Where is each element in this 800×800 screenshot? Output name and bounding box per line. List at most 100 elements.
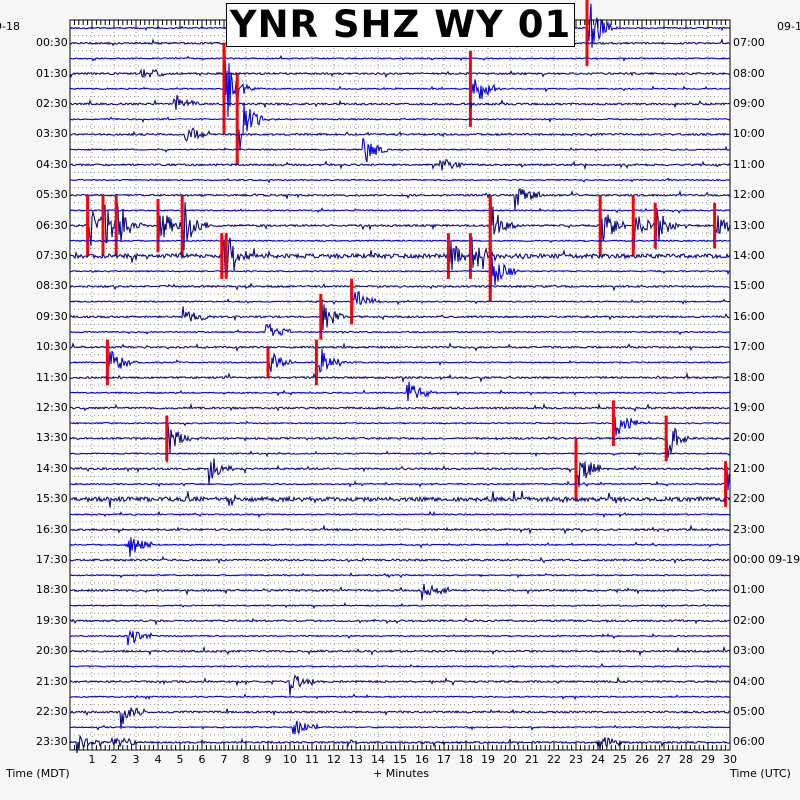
seismic-trace bbox=[69, 693, 731, 701]
x-tick-label: 11 bbox=[305, 753, 319, 766]
clipped-signal bbox=[713, 202, 717, 249]
seismic-trace bbox=[69, 458, 731, 495]
clipped-signal bbox=[266, 347, 270, 378]
x-tick-label: 4 bbox=[154, 753, 162, 766]
x-tick-label: 1 bbox=[88, 753, 96, 766]
time-label-left: 01:30 bbox=[36, 66, 68, 80]
time-label-left: 04:30 bbox=[36, 157, 68, 171]
seismic-trace bbox=[70, 54, 731, 62]
time-label-right: 19:00 bbox=[733, 401, 765, 414]
x-tick-label: 13 bbox=[349, 753, 363, 766]
time-label-right: 15:00 bbox=[733, 279, 765, 293]
x-tick-label: 9 bbox=[264, 753, 272, 766]
seismic-trace bbox=[69, 423, 730, 463]
x-label: + Minutes bbox=[373, 767, 430, 780]
seismic-trace bbox=[69, 348, 731, 374]
seismic-trace bbox=[69, 239, 731, 243]
clipped-signal bbox=[224, 233, 228, 279]
clipped-signal bbox=[180, 195, 184, 256]
seismic-trace bbox=[69, 629, 731, 646]
seismic-trace bbox=[69, 158, 731, 171]
clipped-signal bbox=[235, 73, 239, 165]
time-label-left: 20:30 bbox=[36, 644, 68, 658]
chart-title: YNR SHZ WY 01 bbox=[226, 3, 575, 47]
time-label-right: 01:00 bbox=[733, 583, 765, 597]
y-label-right: Time (UTC) bbox=[730, 767, 791, 780]
x-tick-label: 3 bbox=[132, 753, 140, 766]
time-label-right: 23:00 bbox=[733, 522, 765, 536]
time-label-left: 17:30 bbox=[36, 553, 68, 566]
time-label-right: 10:00 bbox=[733, 127, 765, 141]
clipped-signal bbox=[446, 233, 450, 279]
seismic-trace bbox=[70, 94, 731, 110]
time-label-left: 19:30 bbox=[36, 613, 68, 627]
seismic-trace bbox=[69, 571, 731, 579]
clipped-signal bbox=[598, 195, 602, 256]
x-tick-label: 17 bbox=[437, 753, 451, 766]
clipped-signal bbox=[611, 400, 615, 446]
clipped-signal bbox=[585, 0, 589, 66]
clipped-signal bbox=[468, 233, 472, 279]
seismic-trace bbox=[69, 402, 731, 413]
clipped-signal bbox=[488, 240, 492, 302]
clipped-signal bbox=[488, 195, 492, 256]
y-label-left: Time (MDT) bbox=[6, 767, 70, 780]
x-tick-label: 30 bbox=[723, 753, 737, 766]
time-label-right: 02:00 bbox=[733, 613, 765, 627]
seismic-trace bbox=[69, 257, 731, 298]
time-label-right: 21:00 bbox=[733, 461, 765, 475]
seismic-trace bbox=[69, 207, 731, 214]
time-label-right: 11:00 bbox=[733, 157, 765, 171]
time-label-right: 08:00 bbox=[733, 66, 765, 80]
seismic-trace bbox=[69, 707, 731, 729]
clipped-signal bbox=[314, 339, 318, 386]
date-right: 09-1 bbox=[777, 20, 800, 33]
clipped-signal bbox=[319, 294, 323, 340]
seismic-trace bbox=[69, 47, 731, 118]
seismic-trace bbox=[69, 662, 731, 669]
clipped-signal bbox=[222, 43, 226, 135]
time-label-left: 18:30 bbox=[36, 583, 68, 597]
x-tick-label: 19 bbox=[481, 753, 495, 766]
time-label-left: 14:30 bbox=[36, 461, 68, 475]
time-label-right: 07:00 bbox=[733, 36, 765, 50]
time-label-left: 10:30 bbox=[36, 340, 68, 354]
time-label-left: 11:30 bbox=[36, 370, 68, 384]
time-label-right: 09:00 bbox=[733, 97, 765, 110]
x-tick-label: 6 bbox=[198, 753, 206, 766]
seismic-trace bbox=[69, 187, 731, 210]
clipped-signal bbox=[631, 195, 635, 256]
clipped-signal bbox=[724, 461, 728, 507]
time-label-right: 18:00 bbox=[733, 370, 765, 384]
seismic-trace bbox=[70, 490, 731, 508]
clipped-signal bbox=[156, 199, 160, 253]
seismic-trace bbox=[69, 645, 731, 657]
seismic-trace bbox=[69, 299, 731, 331]
time-label-right: 22:00 bbox=[733, 492, 765, 506]
time-label-left: 02:30 bbox=[36, 97, 68, 110]
seismic-trace bbox=[69, 322, 731, 336]
seismic-trace bbox=[69, 137, 731, 163]
x-tick-label: 15 bbox=[393, 753, 407, 766]
time-label-left: 08:30 bbox=[36, 279, 68, 293]
x-tick-label: 21 bbox=[525, 753, 539, 766]
time-label-left: 03:30 bbox=[36, 127, 68, 141]
seismic-trace bbox=[69, 104, 731, 151]
clipped-signal bbox=[220, 233, 224, 279]
time-label-left: 23:30 bbox=[36, 735, 68, 749]
x-tick-label: 20 bbox=[503, 753, 517, 766]
x-tick-label: 10 bbox=[283, 753, 297, 766]
seismic-trace bbox=[69, 674, 731, 696]
time-label-right: 13:00 bbox=[733, 218, 765, 232]
x-tick-label: 18 bbox=[459, 753, 473, 766]
seismic-trace bbox=[70, 236, 731, 278]
seismic-trace bbox=[69, 196, 731, 254]
x-tick-label: 28 bbox=[679, 753, 693, 766]
x-tick-label: 8 bbox=[242, 753, 250, 766]
clipped-signal bbox=[653, 202, 657, 249]
clipped-signal bbox=[101, 195, 105, 256]
time-label-right: 17:00 bbox=[733, 340, 765, 354]
time-label-right: 16:00 bbox=[733, 309, 765, 323]
seismic-trace bbox=[69, 601, 731, 610]
time-label-left: 09:30 bbox=[36, 309, 68, 323]
